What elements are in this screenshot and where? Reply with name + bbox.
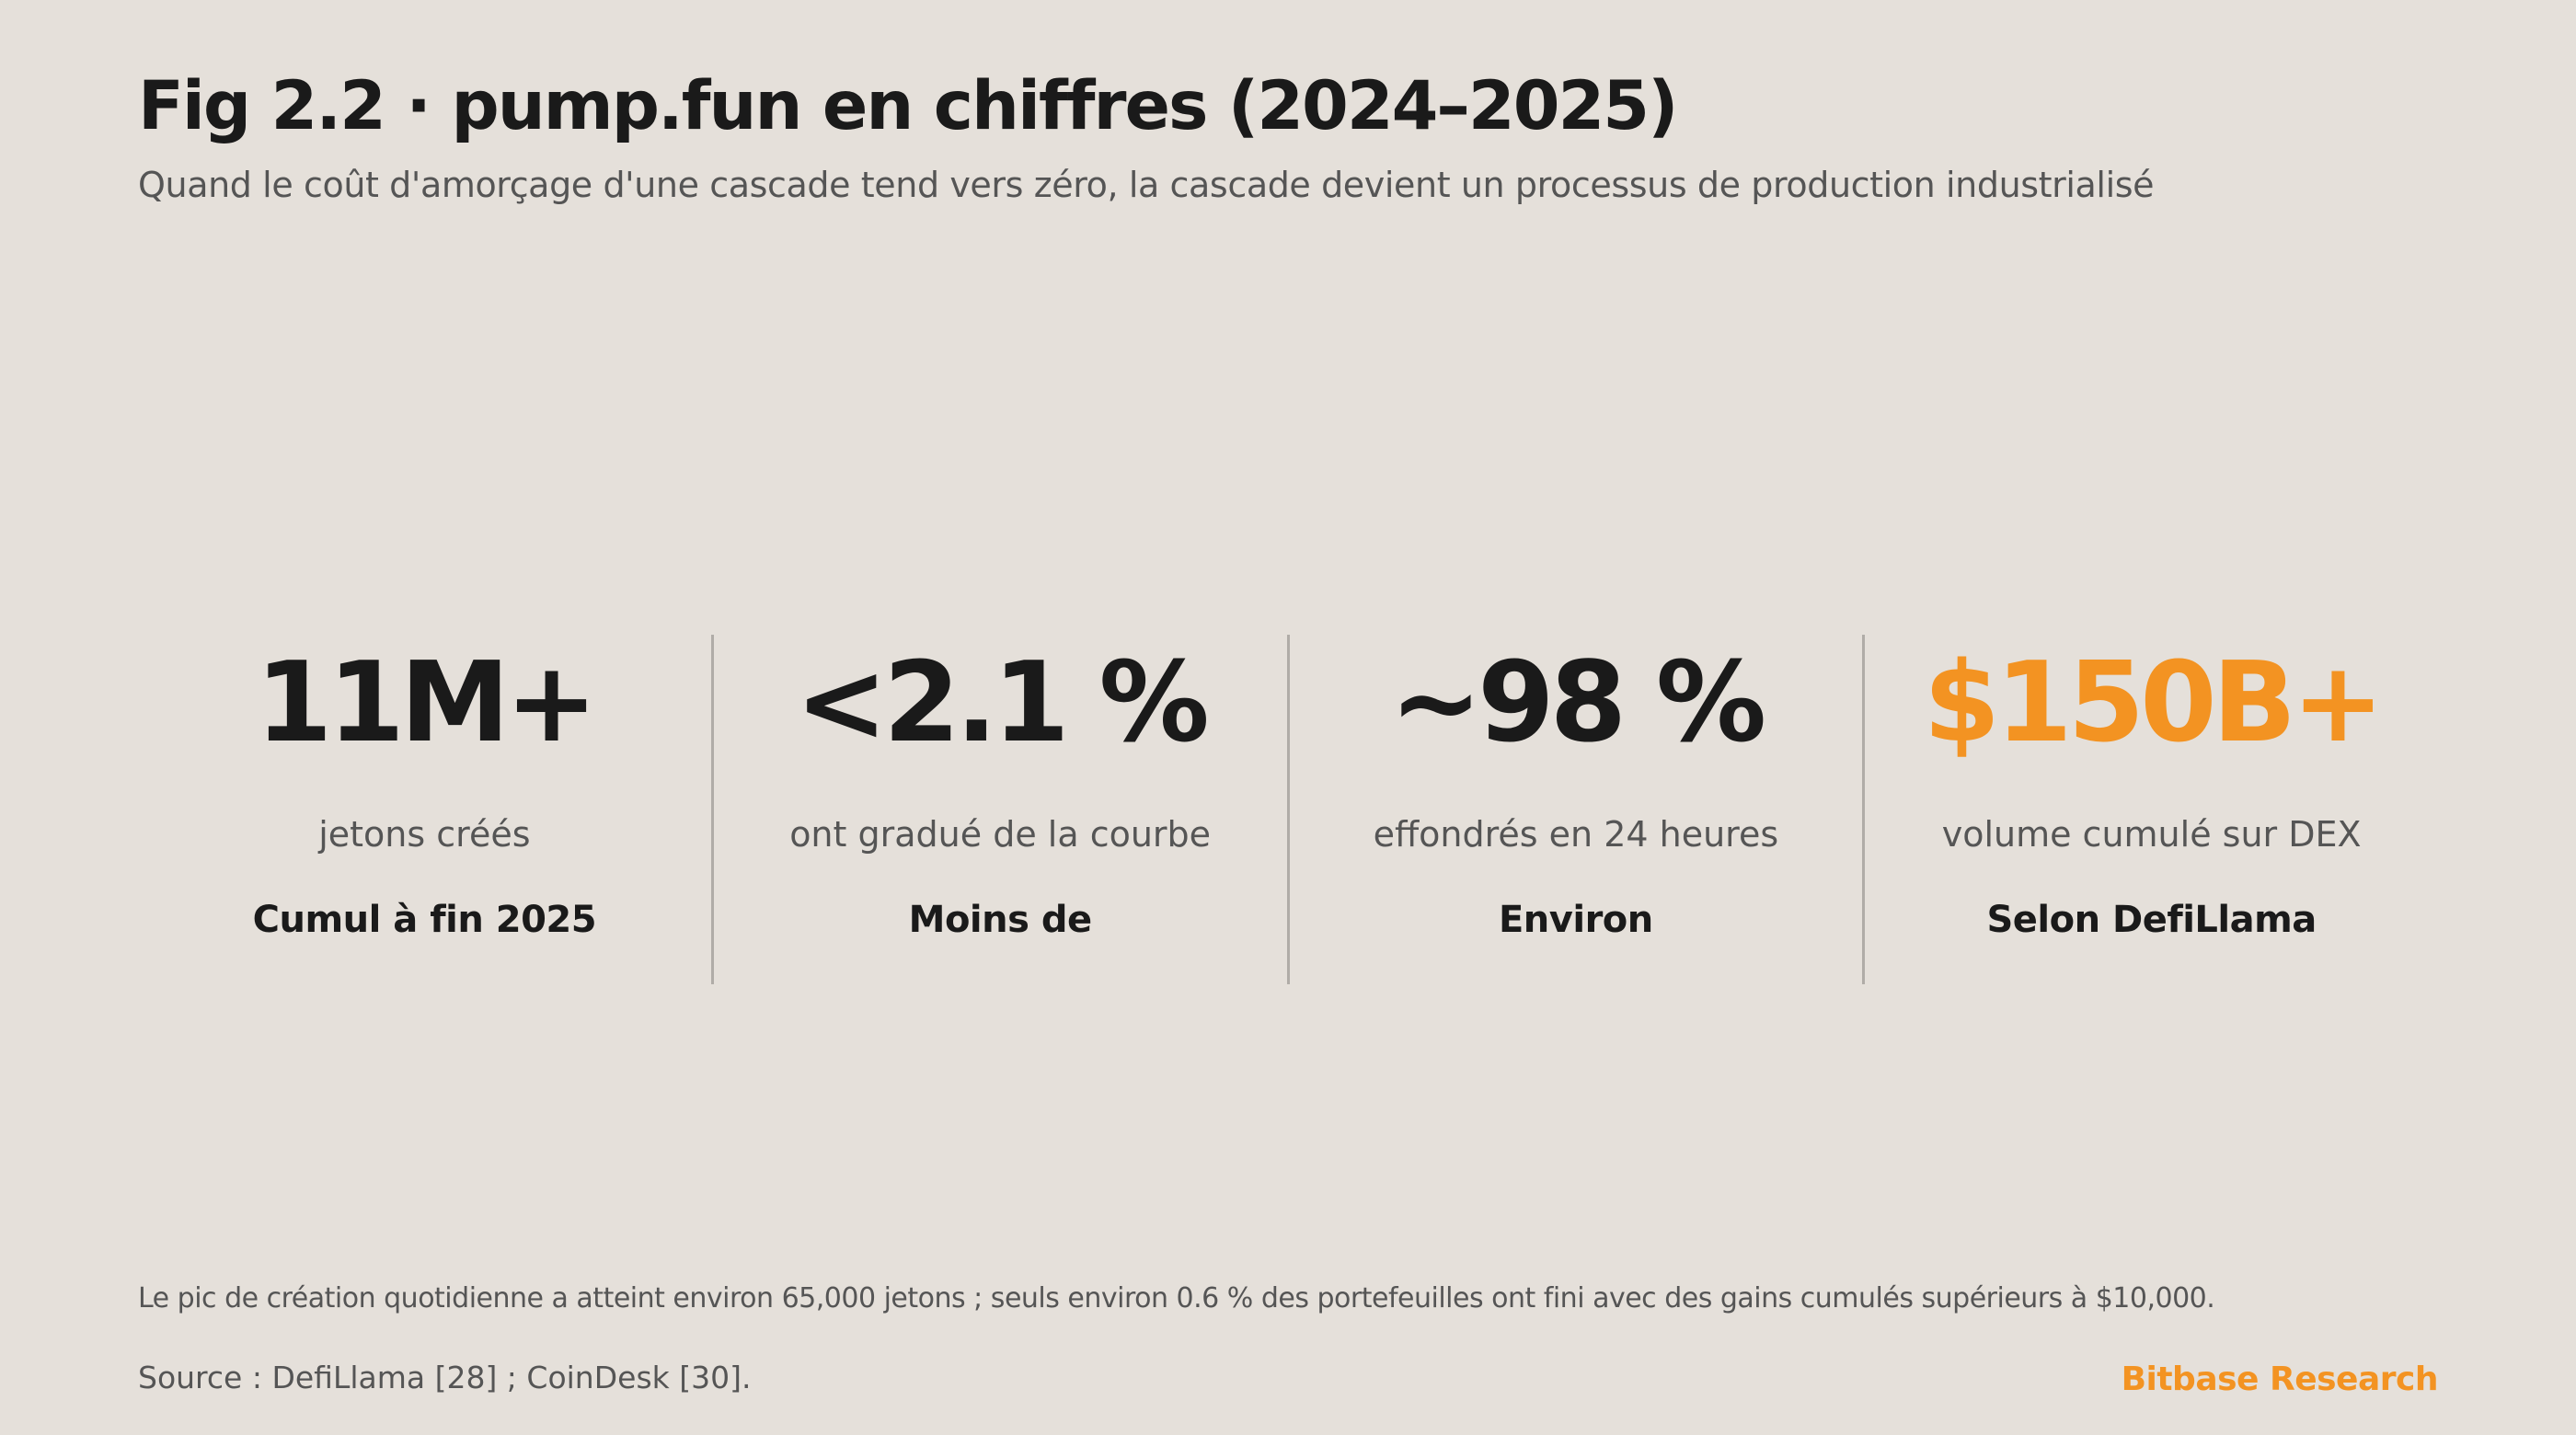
stats-row: 11M+ jetons créés Cumul à fin 2025 <2.1 … [138,635,2438,984]
footnote: Le pic de création quotidienne a atteint… [138,1282,2215,1314]
source-citation: Source : DefiLlama [28] ; CoinDesk [30]. [138,1360,752,1395]
stat-note: Moins de [908,899,1092,941]
stat-label: volume cumulé sur DEX [1941,814,2362,855]
stat-value: <2.1 % [795,639,1210,767]
stat-label: ont gradué de la courbe [789,814,1212,855]
figure-subtitle: Quand le coût d'amorçage d'une cascade t… [138,165,2155,205]
stat-label: effondrés en 24 heures [1373,814,1779,855]
stat-note: Selon DefiLlama [1986,899,2317,941]
stat-tokens-created: 11M+ jetons créés Cumul à fin 2025 [138,635,711,984]
stat-value: $150B+ [1923,639,2385,767]
figure-title: Fig 2.2 · pump.fun en chiffres (2024–202… [138,67,1678,145]
stat-value: 11M+ [255,639,598,767]
brand-label: Bitbase Research [2121,1360,2439,1398]
stat-note: Environ [1498,899,1653,941]
stat-collapsed: ~98 % effondrés en 24 heures Environ [1286,635,1863,984]
stat-value: ~98 % [1389,639,1767,767]
stat-graduated: <2.1 % ont gradué de la courbe Moins de [710,635,1287,984]
stat-dex-volume: $150B+ volume cumulé sur DEX Selon DefiL… [1862,635,2438,984]
stat-note: Cumul à fin 2025 [252,899,597,941]
stat-label: jetons créés [318,814,531,855]
